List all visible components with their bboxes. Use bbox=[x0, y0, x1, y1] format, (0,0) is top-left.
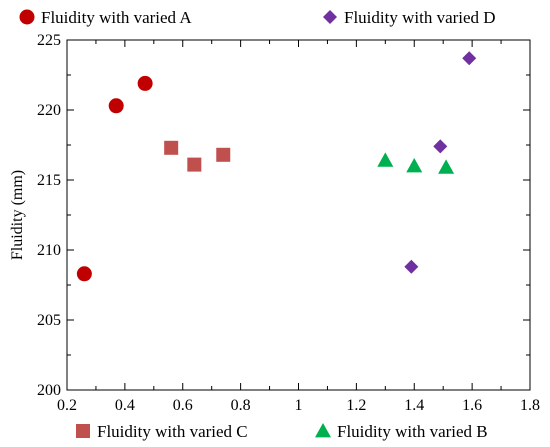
plot-area bbox=[66, 39, 531, 391]
axis-ticks bbox=[66, 39, 531, 391]
y-tick-label: 225 bbox=[37, 32, 61, 49]
y-tick-label: 210 bbox=[37, 242, 61, 259]
data-point-diamond bbox=[462, 51, 477, 66]
x-tick-label: 0.8 bbox=[231, 397, 251, 414]
legend-marker-circle bbox=[19, 9, 35, 25]
data-point-triangle bbox=[377, 152, 394, 167]
tick-labels: 0.2 0.4 0.6 0.8 1 1.2 1.4 1.6 1.8 200 205 210 215 220… bbox=[37, 32, 540, 414]
x-tick-label: 1.6 bbox=[462, 397, 482, 414]
x-tick-label: 1 bbox=[295, 397, 303, 414]
legend-label: Fluidity with varied D bbox=[344, 8, 496, 27]
x-tick-label: 0.6 bbox=[173, 397, 193, 414]
data-point-triangle bbox=[406, 158, 423, 173]
data-point-diamond bbox=[433, 139, 448, 154]
data-point-triangle bbox=[438, 159, 455, 174]
legend-marker-square bbox=[76, 424, 90, 438]
x-tick-label: 1.2 bbox=[346, 397, 366, 414]
y-tick-label: 200 bbox=[37, 382, 61, 399]
x-tick-label: 1.8 bbox=[520, 397, 540, 414]
legend-label: Fluidity with varied A bbox=[41, 8, 192, 27]
legend-label: Fluidity with varied C bbox=[97, 422, 248, 441]
data-point-square bbox=[216, 147, 231, 162]
data-point-circle bbox=[137, 75, 153, 91]
legend-marker-triangle bbox=[315, 423, 331, 438]
data-point-diamond bbox=[404, 259, 419, 274]
y-tick-label: 215 bbox=[37, 172, 61, 189]
x-tick-label: 1.4 bbox=[404, 397, 424, 414]
x-tick-label: 0.4 bbox=[115, 397, 135, 414]
y-tick-label: 220 bbox=[37, 102, 61, 119]
data-point-circle bbox=[108, 98, 124, 114]
data-point-square bbox=[164, 140, 179, 155]
legend-label: Fluidity with varied B bbox=[337, 422, 488, 441]
x-tick-label: 0.2 bbox=[57, 397, 77, 414]
legend-marker-diamond bbox=[323, 10, 337, 24]
legend: Fluidity with varied A Fluidity with vari… bbox=[19, 8, 496, 441]
y-axis-label: Fluidity (mm) bbox=[9, 170, 26, 260]
data-point-circle bbox=[76, 266, 92, 282]
data-points bbox=[76, 51, 477, 282]
y-tick-label: 205 bbox=[37, 312, 61, 329]
data-point-square bbox=[187, 157, 202, 172]
